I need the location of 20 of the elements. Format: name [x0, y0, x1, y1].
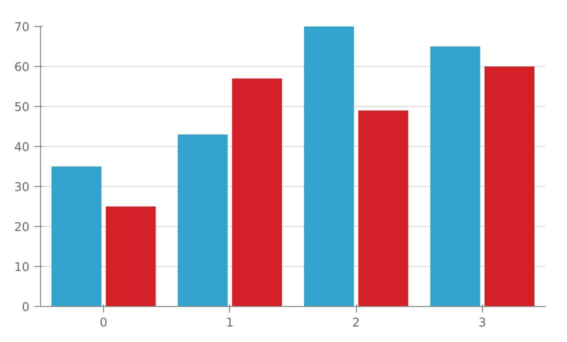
x-tick-label: 2 [352, 316, 360, 330]
x-tick-label: 1 [226, 316, 234, 330]
y-tick-label: 60 [14, 60, 30, 74]
y-tick-label: 50 [14, 100, 30, 114]
bar [178, 134, 228, 306]
y-tick-label: 10 [14, 260, 30, 274]
x-tick-label: 3 [478, 316, 486, 330]
bar [106, 206, 156, 306]
bar [52, 166, 102, 306]
y-tick-label: 0 [22, 300, 30, 314]
bar [484, 66, 534, 306]
y-tick-label: 40 [14, 140, 30, 154]
y-tick-label: 30 [14, 180, 30, 194]
bar [430, 46, 480, 306]
x-tick-label: 0 [100, 316, 108, 330]
y-tick-label: 70 [14, 20, 30, 34]
y-tick-label: 20 [14, 220, 30, 234]
bar [358, 110, 408, 306]
bar [304, 26, 354, 306]
bar [232, 78, 282, 306]
